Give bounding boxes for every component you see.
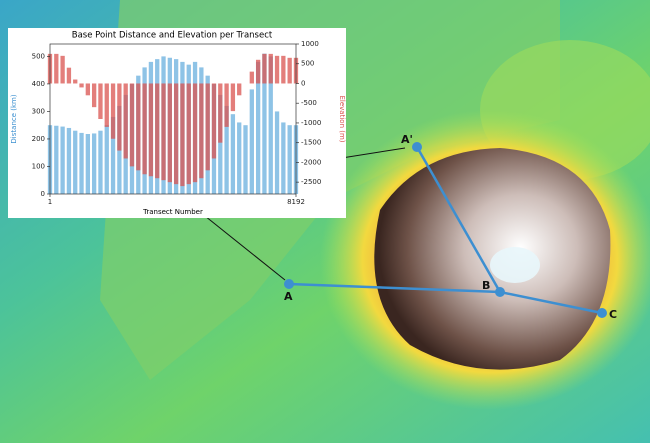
point (412, 142, 422, 152)
bar (79, 83, 84, 88)
bar (104, 125, 109, 194)
bar (148, 83, 154, 177)
bar (180, 83, 185, 187)
bar (85, 134, 90, 194)
bar (98, 83, 103, 119)
y2-tick-label: 0 (301, 79, 305, 87)
bar (110, 116, 116, 194)
bar (98, 130, 103, 194)
bar (237, 83, 242, 96)
bar (60, 55, 65, 84)
bar (186, 83, 191, 185)
y-axis-title: Distance (km) (10, 94, 18, 143)
bar (255, 61, 261, 194)
bar (129, 83, 135, 167)
y-tick-label: 500 (32, 52, 45, 60)
bar (66, 127, 72, 194)
bar (173, 83, 179, 185)
y-tick-label: 100 (32, 162, 45, 170)
transects (288, 146, 603, 315)
bar (73, 79, 78, 84)
y2-axis-title: Elevation (m) (338, 95, 346, 142)
bar (54, 53, 59, 84)
bar (224, 83, 229, 127)
caldera (490, 247, 540, 283)
bar (287, 57, 292, 84)
bar (110, 83, 116, 139)
points (284, 142, 607, 318)
bar (262, 53, 267, 84)
bar (262, 53, 267, 194)
x-axis-title: Transect Number (142, 208, 203, 216)
y2-tick-label: -2500 (301, 178, 321, 186)
bar (287, 125, 292, 194)
bar (237, 122, 242, 194)
y-tick-label: 400 (32, 80, 45, 88)
bar (117, 83, 122, 151)
transect-line (499, 290, 603, 315)
bar (249, 89, 254, 194)
chart-title: Base Point Distance and Elevation per Tr… (72, 31, 273, 41)
map-label: A' (401, 133, 413, 146)
bar (60, 126, 65, 194)
bar (142, 83, 147, 175)
x-tick-label: 8192 (287, 198, 305, 206)
bar (155, 83, 160, 179)
bar (73, 130, 78, 194)
map-label: B (482, 279, 490, 292)
map-label: C (609, 308, 617, 321)
bar (66, 67, 72, 84)
bar (243, 125, 248, 194)
y2-tick-label: 1000 (301, 40, 319, 48)
bar (255, 59, 261, 84)
bar (211, 83, 217, 159)
bar (161, 83, 166, 181)
y2-tick-label: 500 (301, 60, 314, 68)
bar (85, 83, 90, 96)
bar (123, 83, 128, 159)
bar (218, 83, 223, 143)
y-tick-label: 300 (32, 107, 45, 115)
transect-line (415, 146, 502, 293)
bar (218, 94, 223, 194)
map-label: A (284, 290, 293, 303)
bar (79, 132, 84, 194)
y2-tick-label: -1500 (301, 139, 321, 147)
point (597, 308, 607, 318)
bar (281, 55, 286, 84)
plot-frame (49, 43, 297, 195)
chart: Base Point Distance and Elevation per Tr… (10, 31, 346, 217)
bar (192, 83, 198, 183)
bar (249, 71, 254, 84)
bar (274, 55, 280, 84)
y-tick-label: 0 (41, 190, 45, 198)
bar (230, 83, 236, 112)
point (495, 287, 505, 297)
bar (205, 83, 210, 171)
point (284, 279, 294, 289)
y2-tick-label: -1000 (301, 119, 321, 127)
bar (224, 105, 229, 194)
bar (104, 83, 109, 127)
bar (199, 83, 204, 179)
bar (136, 83, 141, 171)
y2-tick-label: -500 (301, 99, 317, 107)
bar (268, 56, 273, 195)
x-tick-label: 1 (48, 198, 52, 206)
bar (281, 122, 286, 194)
y2-tick-label: -2000 (301, 158, 321, 166)
bar (274, 111, 280, 194)
bar (91, 83, 97, 108)
bar (54, 125, 59, 194)
y-tick-label: 200 (32, 135, 45, 143)
bar (268, 53, 273, 84)
bar (91, 133, 97, 194)
bar (167, 83, 172, 183)
bar (230, 114, 236, 194)
transect-line (288, 282, 501, 294)
